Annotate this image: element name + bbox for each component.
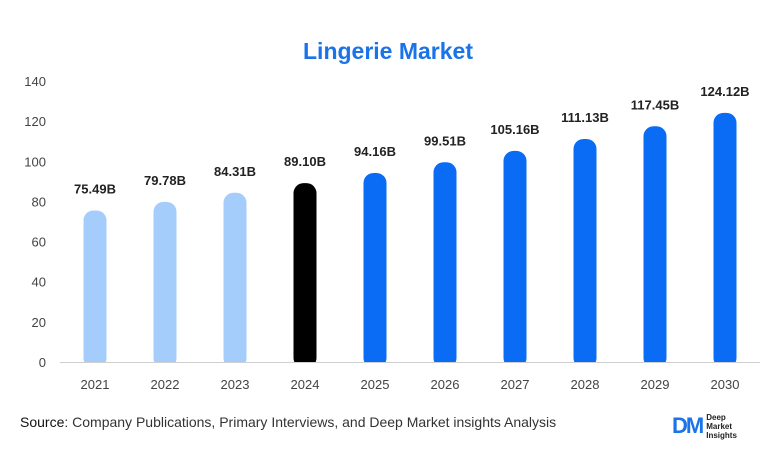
bar-2024 [293,183,317,368]
logo-line-2: Market [706,421,733,431]
data-label-2025: 94.16B [354,144,396,159]
y-tick-label: 100 [24,154,46,169]
data-label-2027: 105.16B [490,122,539,137]
x-tick-label-2023: 2023 [221,377,250,392]
bar-2025 [363,173,387,368]
data-label-2022: 79.78B [144,173,186,188]
bar-2026 [433,162,457,368]
y-tick-label: 60 [32,235,46,250]
y-tick-label: 120 [24,114,46,129]
bar-2022 [153,201,177,368]
bar-base-mask [572,362,598,370]
bar-base-mask [82,362,108,370]
data-label-2023: 84.31B [214,164,256,179]
bar-base-mask [712,362,738,370]
bar-base-mask [222,362,248,370]
bar-2023 [223,192,247,368]
bar-2029 [643,126,667,368]
logo-line-1: Deep [706,412,726,422]
logo-mark: DM [672,413,704,438]
data-label-2021: 75.49B [74,181,116,196]
x-tick-label-2027: 2027 [501,377,530,392]
logo-line-3: Insights [706,430,737,440]
y-tick-label: 140 [24,74,46,89]
x-tick-label-2021: 2021 [81,377,110,392]
x-tick-label-2030: 2030 [711,377,740,392]
bars-group: 75.49B 79.78B 84.31B 89.10B 94.16B 99.51B 105.… [74,84,750,370]
source-text: : Company Publications, Primary Intervie… [64,414,557,430]
y-tick-label: 0 [39,355,46,370]
x-tick-label-2026: 2026 [431,377,460,392]
x-tick-label-2022: 2022 [151,377,180,392]
y-tick-label: 40 [32,275,46,290]
y-tick-label: 20 [32,315,46,330]
data-label-2029: 117.45B [631,97,679,112]
x-tick-label-2028: 2028 [571,377,600,392]
y-axis: 0 20 40 60 80 100 120 140 [24,74,46,370]
bar-base-mask [642,362,668,370]
bar-base-mask [362,362,388,370]
logo-text: Deep Market Insights [706,413,737,440]
data-label-2030: 124.12B [700,84,749,99]
bar-base-mask [502,362,528,370]
data-label-2024: 89.10B [284,154,326,169]
bar-2027 [503,150,527,368]
bar-base-mask [432,362,458,370]
bar-chart: 0 20 40 60 80 100 120 140 75.49B 79.78B 84.31B 89.… [24,74,760,392]
data-label-2028: 111.13B [561,110,609,125]
y-tick-label: 80 [32,194,46,209]
bar-2028 [573,138,597,368]
x-tick-label-2025: 2025 [361,377,390,392]
company-logo: DM Deep Market Insights [672,410,768,442]
source-note: Source: Company Publications, Primary In… [20,414,556,430]
source-prefix: Source [20,414,65,430]
x-axis: 2021 2022 2023 2024 2025 2026 2027 2028 2029 2030 [60,362,760,392]
x-tick-label-2024: 2024 [291,377,320,392]
chart-title: Lingerie Market [303,38,473,64]
bar-base-mask [292,362,318,370]
bar-base-mask [152,362,178,370]
x-tick-label-2029: 2029 [641,377,670,392]
bar-2021 [83,210,107,368]
data-label-2026: 99.51B [424,133,466,148]
bar-2030 [713,112,737,368]
